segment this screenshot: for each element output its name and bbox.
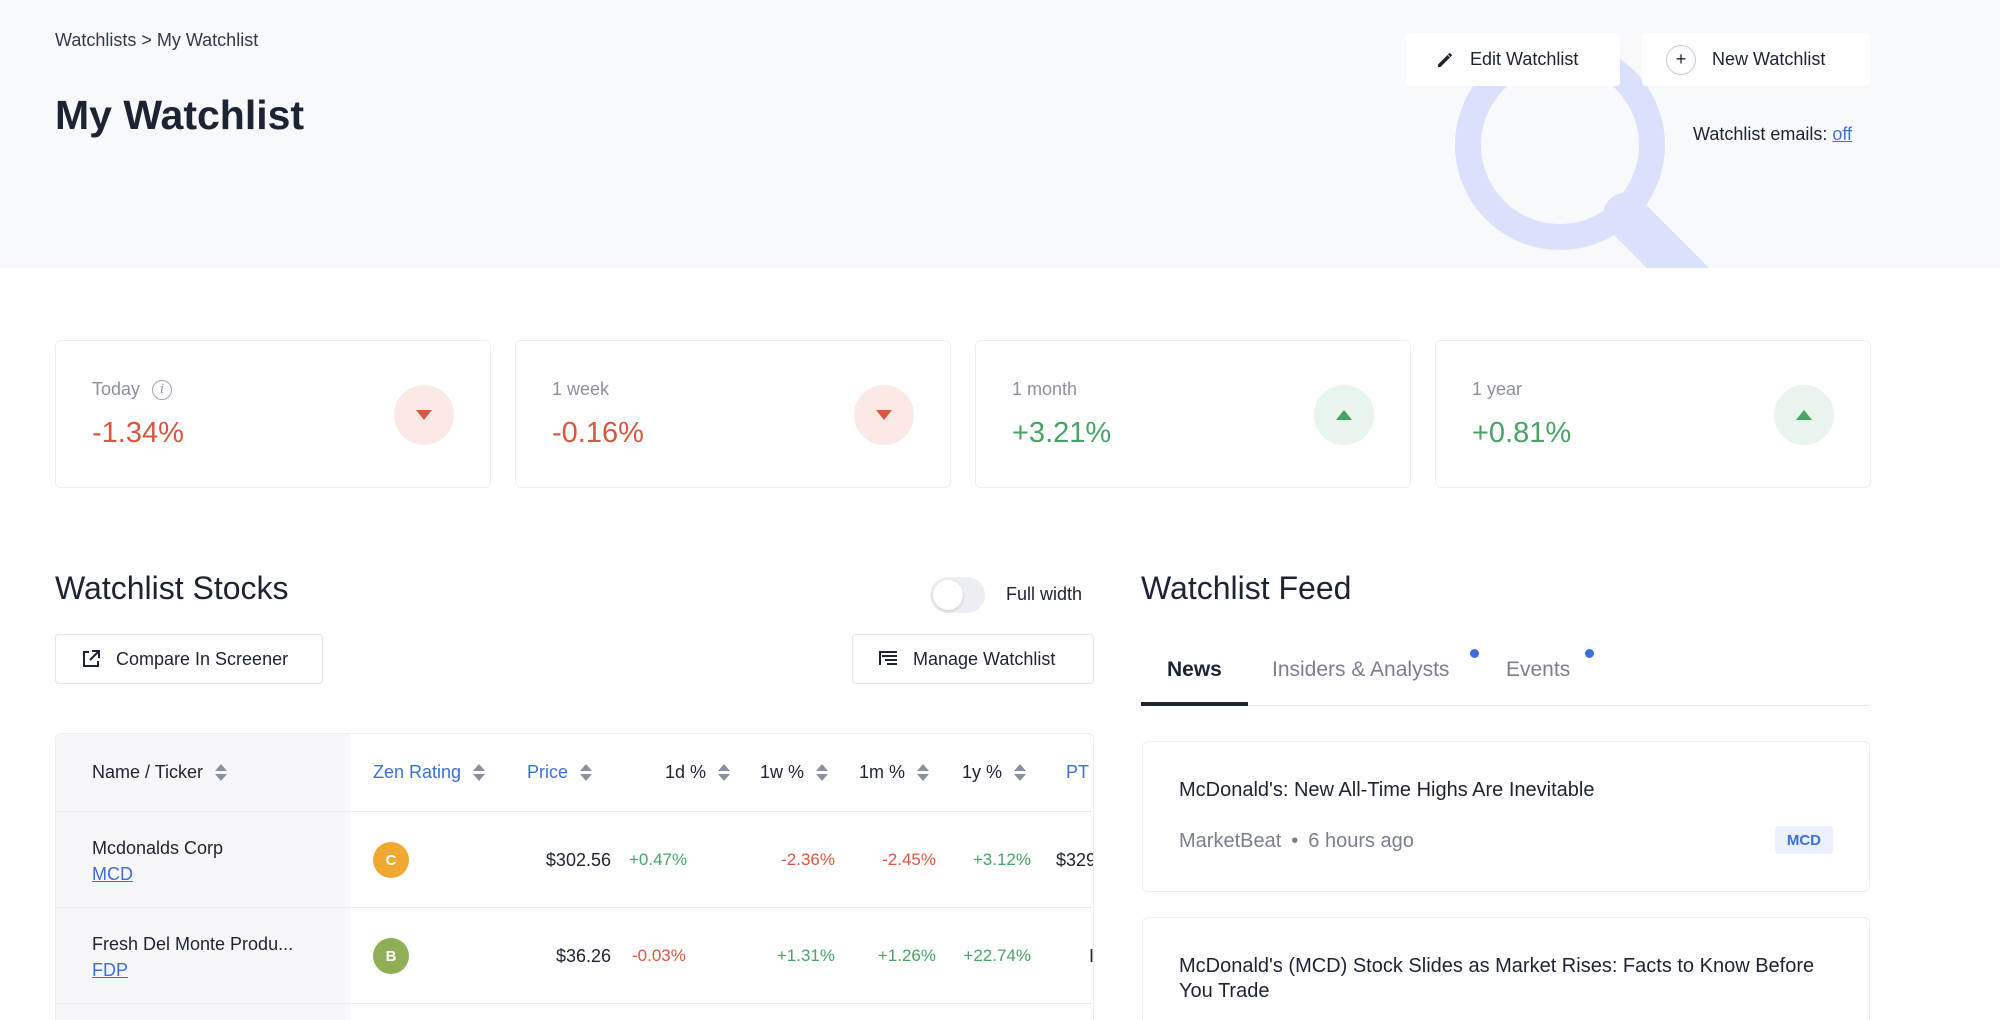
price-target: $329 — [1056, 850, 1094, 870]
external-link-icon — [80, 648, 102, 670]
price-value: $302.56 — [545, 850, 611, 870]
price-target: I — [1089, 946, 1094, 966]
sort-icon — [473, 764, 486, 781]
column-header-1d[interactable]: 1d % — [665, 762, 731, 783]
watchlist-feed-title: Watchlist Feed — [1141, 570, 1352, 606]
stat-value: +3.21% — [1012, 417, 1112, 449]
column-header-zen-rating[interactable]: Zen Rating — [373, 762, 486, 783]
ticker-tag[interactable]: MCD — [1774, 826, 1833, 854]
pencil-icon — [1434, 49, 1456, 71]
news-card[interactable]: McDonald's (MCD) Stock Slides as Market … — [1142, 917, 1870, 1020]
column-header-1y[interactable]: 1y % — [962, 762, 1027, 783]
plus-icon: + — [1666, 44, 1696, 75]
change-1w: +1.31% — [776, 946, 835, 965]
stat-label: Today i — [92, 379, 173, 400]
up-arrow-icon — [1314, 385, 1374, 445]
column-header-1m[interactable]: 1m % — [859, 762, 930, 783]
stock-ticker-link[interactable]: MCD — [92, 864, 133, 884]
active-tab-indicator — [1141, 702, 1248, 706]
column-header-price[interactable]: Price — [527, 762, 593, 783]
change-1y: +22.74% — [963, 946, 1031, 965]
news-time: 6 hours ago — [1308, 830, 1414, 852]
change-1m: +1.26% — [877, 946, 936, 965]
edit-watchlist-button[interactable]: Edit Watchlist — [1406, 33, 1620, 86]
sort-icon — [816, 764, 829, 781]
news-title[interactable]: McDonald's (MCD) Stock Slides as Market … — [1179, 955, 1815, 1002]
header-band: Watchlists > My Watchlist My Watchlist E… — [0, 0, 2000, 268]
stat-value: -0.16% — [552, 417, 644, 449]
breadcrumb[interactable]: Watchlists > My Watchlist — [55, 30, 259, 50]
emails-toggle-link[interactable]: off — [1832, 124, 1853, 144]
manage-watchlist-button[interactable]: Manage Watchlist — [852, 634, 1094, 684]
column-header-1w[interactable]: 1w % — [760, 762, 829, 783]
news-meta: MarketBeat • 6 hours ago — [1179, 830, 1414, 852]
down-arrow-icon — [394, 385, 454, 445]
stocks-table: Name / Ticker Zen Rating Price 1d % 1w %… — [55, 733, 1094, 1020]
feed-tabs: News Insiders & Analysts Events — [1141, 628, 1870, 706]
table-row[interactable]: Fresh Del Monte Produ... FDP B $36.26 -0… — [56, 908, 1093, 1004]
news-source: MarketBeat — [1179, 830, 1282, 852]
stock-name: Mcdonalds Corp — [92, 838, 224, 858]
zen-rating-badge: B — [373, 938, 409, 974]
compare-label: Compare In Screener — [116, 648, 289, 669]
stat-label: 1 year — [1472, 379, 1523, 399]
tab-news[interactable]: News — [1167, 658, 1222, 681]
table-header-row: Name / Ticker Zen Rating Price 1d % 1w %… — [56, 734, 1093, 812]
sort-icon — [718, 764, 731, 781]
stat-label: 1 month — [1012, 379, 1078, 399]
tab-events[interactable]: Events — [1506, 658, 1571, 681]
toggle-knob — [933, 580, 963, 610]
full-width-label: Full width — [1006, 584, 1083, 604]
column-header-name[interactable]: Name / Ticker — [92, 762, 228, 783]
page-title: My Watchlist — [55, 92, 305, 138]
column-header-pt[interactable]: PT — [1066, 762, 1090, 782]
stock-name: Fresh Del Monte Produ... — [92, 934, 294, 954]
stock-ticker-link[interactable]: FDP — [92, 960, 128, 980]
new-watchlist-label: New Watchlist — [1712, 49, 1826, 69]
stat-value: +0.81% — [1472, 417, 1572, 449]
watchlist-emails: Watchlist emails: off — [1693, 124, 1852, 145]
edit-watchlist-label: Edit Watchlist — [1470, 49, 1579, 69]
stat-card-today: Today i -1.34% — [55, 340, 491, 488]
news-card[interactable]: McDonald's: New All-Time Highs Are Inevi… — [1142, 741, 1870, 892]
tab-insiders-analysts[interactable]: Insiders & Analysts — [1272, 658, 1450, 681]
compare-in-screener-button[interactable]: Compare In Screener — [55, 634, 323, 684]
notification-dot — [1585, 649, 1594, 658]
notification-dot — [1470, 649, 1479, 658]
sort-icon — [1014, 764, 1027, 781]
change-1y: +3.12% — [972, 850, 1031, 869]
emails-label: Watchlist emails: — [1693, 124, 1833, 144]
stat-card-1-month: 1 month +3.21% — [975, 340, 1411, 488]
stat-card-1-year: 1 year +0.81% — [1435, 340, 1871, 488]
table-row[interactable]: Mcdonalds Corp MCD C $302.56 +0.47% -2.3… — [56, 812, 1093, 908]
stat-card-1-week: 1 week -0.16% — [515, 340, 951, 488]
sort-icon — [917, 764, 930, 781]
price-value: $36.26 — [555, 946, 611, 966]
change-1d: -0.03% — [632, 946, 686, 965]
list-settings-icon — [877, 648, 899, 670]
info-icon[interactable]: i — [152, 379, 173, 400]
full-width-toggle[interactable] — [930, 577, 985, 613]
sort-icon — [580, 764, 593, 781]
stat-label: 1 week — [552, 379, 610, 399]
down-arrow-icon — [854, 385, 914, 445]
sort-icon — [215, 764, 228, 781]
change-1w: -2.36% — [781, 850, 835, 869]
new-watchlist-button[interactable]: + New Watchlist — [1642, 33, 1870, 86]
name-column-bg — [56, 734, 350, 1020]
change-1d: +0.47% — [629, 850, 688, 869]
change-1m: -2.45% — [882, 850, 936, 869]
manage-label: Manage Watchlist — [913, 648, 1056, 669]
up-arrow-icon — [1774, 385, 1834, 445]
watchlist-stocks-title: Watchlist Stocks — [55, 570, 289, 606]
stat-value: -1.34% — [92, 417, 184, 449]
zen-rating-badge: C — [373, 842, 409, 878]
news-title[interactable]: McDonald's: New All-Time Highs Are Inevi… — [1179, 779, 1595, 801]
